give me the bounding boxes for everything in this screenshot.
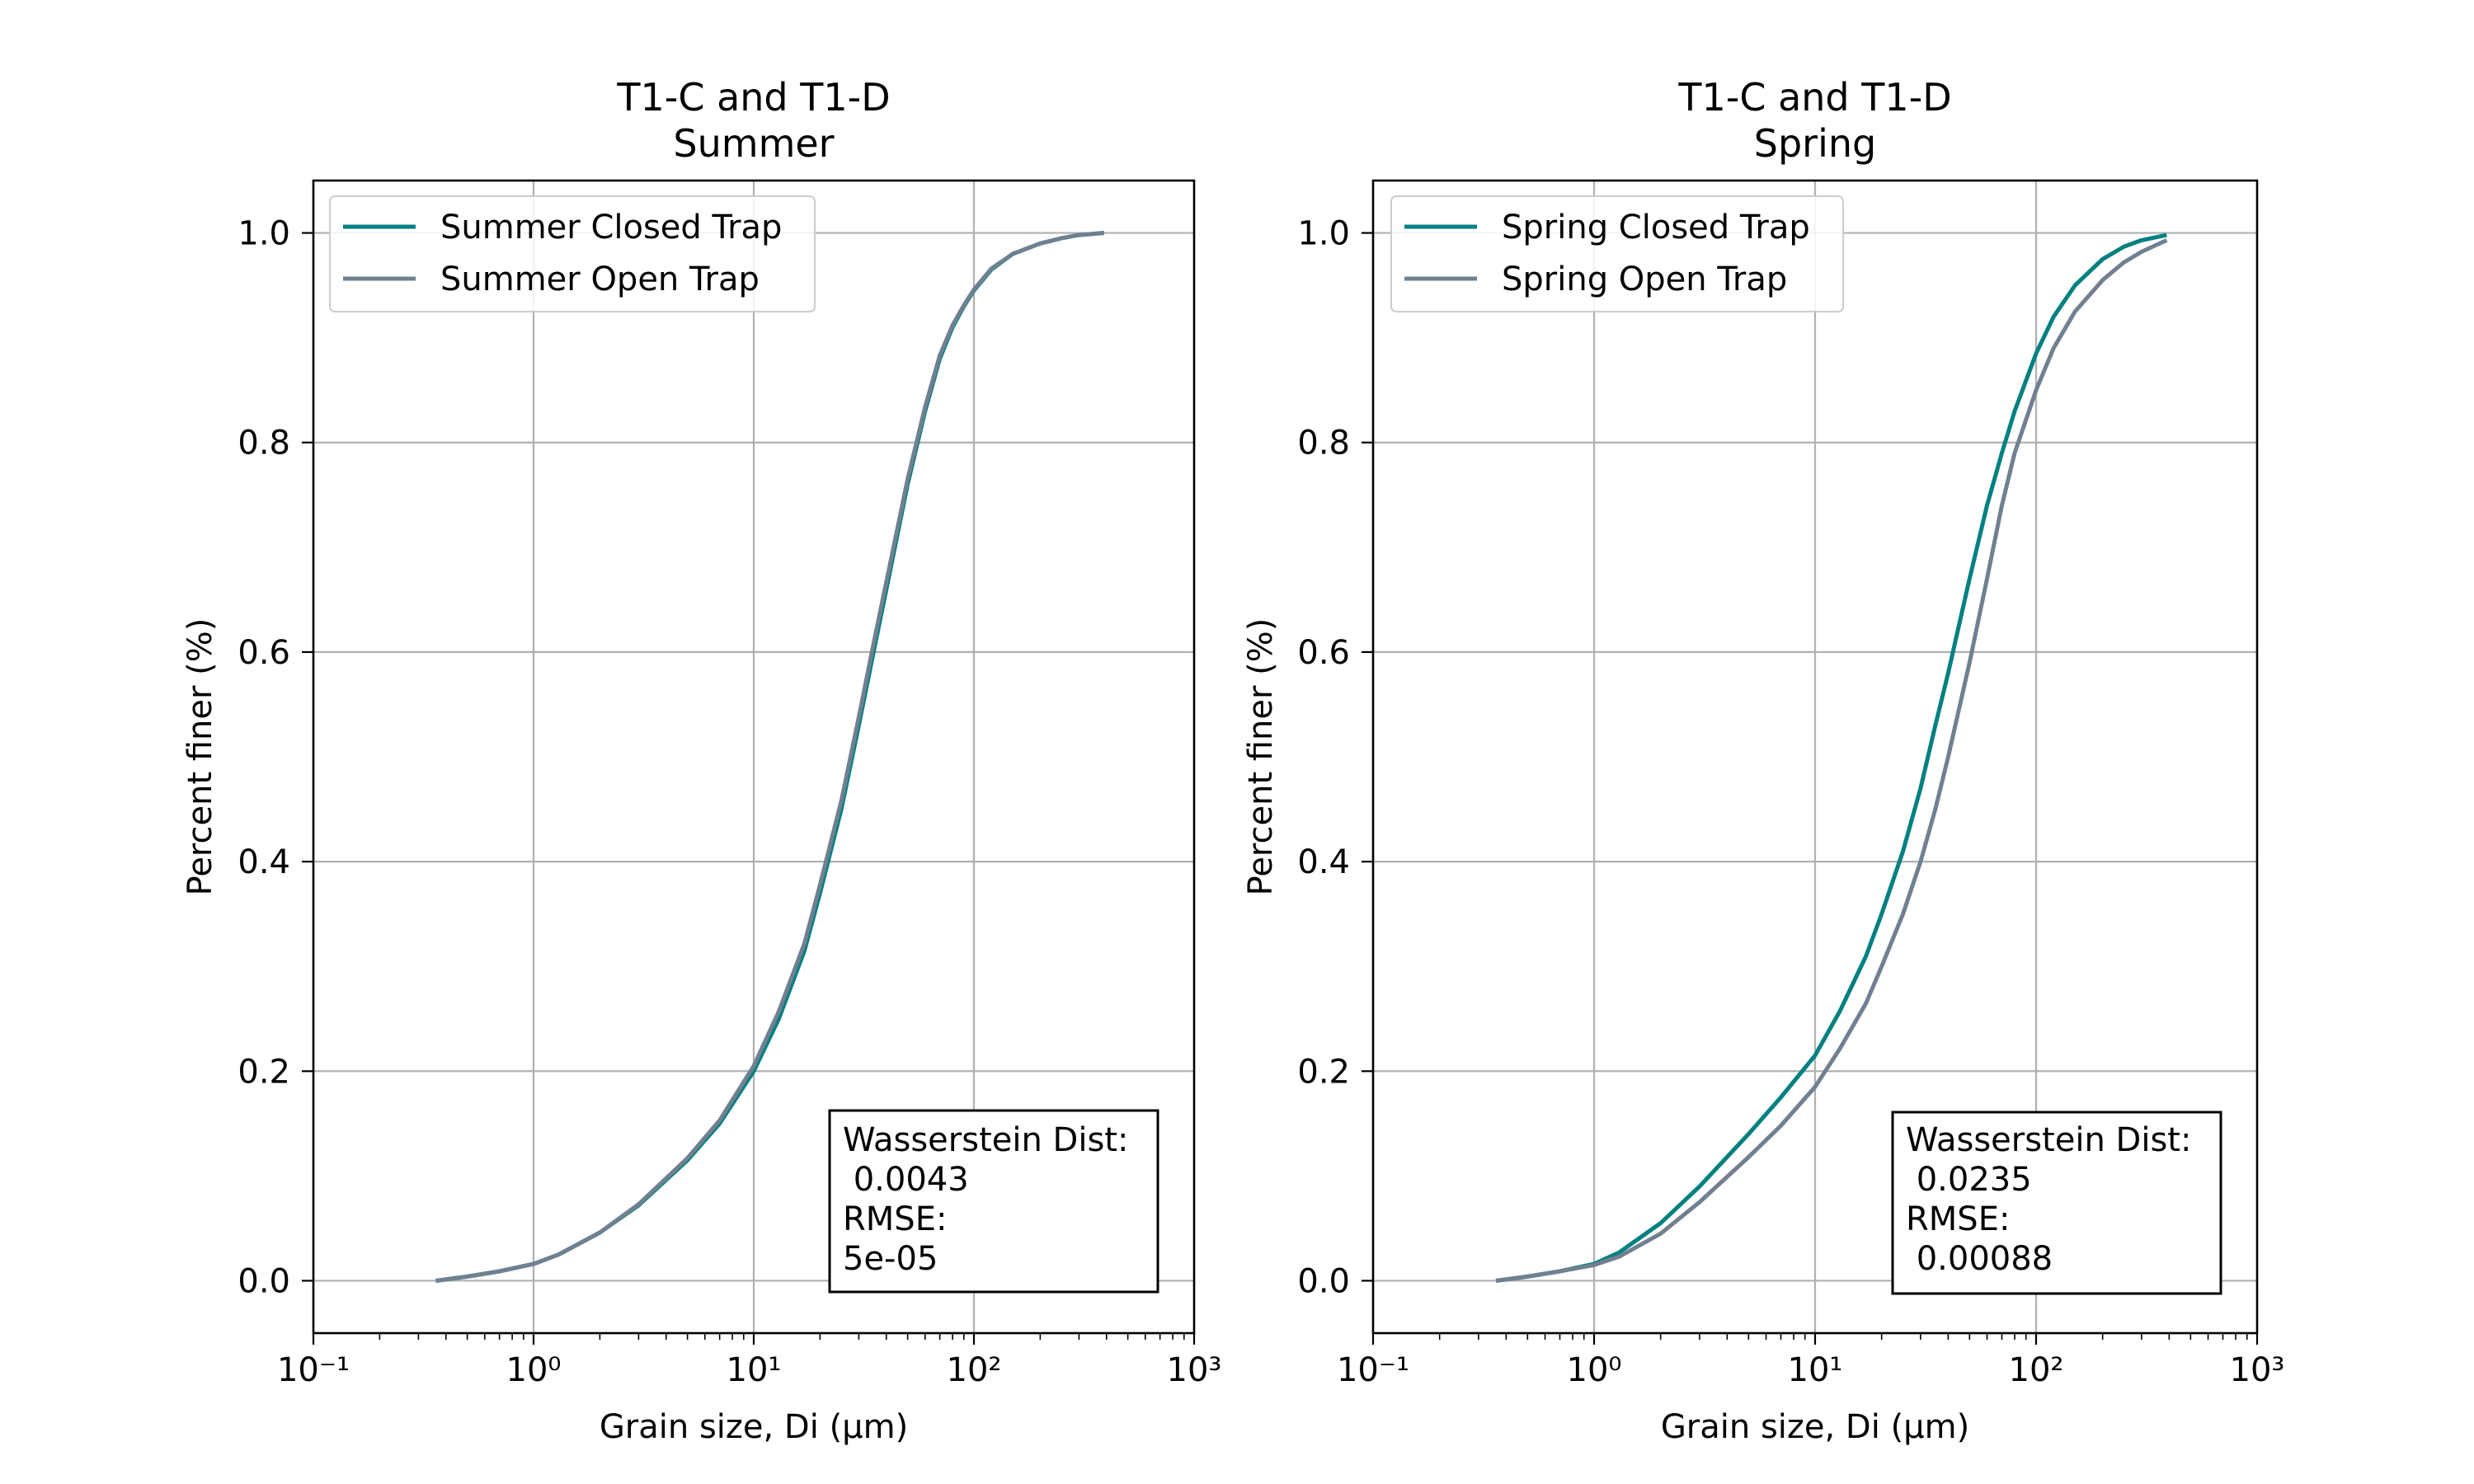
summer-x-tick-label: 10⁻¹ (277, 1351, 350, 1389)
spring-y-tick-label: 0.2 (1297, 1053, 1350, 1091)
summer-y-axis-label: Percent finer (%) (181, 618, 219, 896)
summer-stats-line1: Wasserstein Dist: (843, 1121, 1128, 1159)
summer-x-tick-label: 10¹ (727, 1351, 782, 1389)
summer-y-tick-label: 0.8 (238, 425, 290, 463)
summer-y-tick-label: 0.4 (238, 843, 290, 881)
summer-y-tick-label: 0.6 (238, 634, 290, 672)
spring-x-tick-label: 10⁰ (1567, 1351, 1622, 1389)
summer-stats-box: Wasserstein Dist: 0.0043 RMSE: 5e-05 (828, 1109, 1159, 1294)
spring-title-line1: T1-C and T1-D (1677, 75, 1951, 120)
summer-x-axis-label: Grain size, Di (μm) (600, 1408, 908, 1446)
spring-title-line2: Spring (1754, 121, 1876, 166)
spring-y-tick-label: 0.0 (1297, 1262, 1350, 1300)
spring-y-axis-label: Percent finer (%) (1242, 618, 1280, 896)
summer-title-line2: Summer (673, 121, 834, 166)
spring-series-line-closed-trap (1495, 232, 2167, 1283)
spring-y-tick-label: 0.6 (1297, 634, 1350, 672)
spring-stats-line4: 0.00088 (1906, 1240, 2053, 1278)
spring-stats-box: Wasserstein Dist: 0.0235 RMSE: 0.00088 (1891, 1111, 2222, 1295)
summer-stats-line4: 5e-05 (843, 1240, 938, 1278)
summer-legend-open-trap: Summer Open Trap (440, 261, 760, 298)
summer-x-tick-label: 10⁰ (506, 1351, 562, 1389)
spring-x-tick-label: 10¹ (1788, 1351, 1843, 1389)
spring-legend: Spring Closed Trap Spring Open Trap (1390, 195, 1844, 312)
spring-series-line-open-trap (1495, 238, 2168, 1283)
spring-x-tick-label: 10² (2009, 1351, 2064, 1389)
spring-stats-line3: RMSE: (1906, 1200, 2010, 1238)
spring-stats-line1: Wasserstein Dist: (1906, 1121, 2191, 1159)
spring-y-tick-label: 0.8 (1297, 425, 1350, 463)
summer-legend: Summer Closed Trap Summer Open Trap (329, 195, 816, 312)
summer-legend-closed-trap: Summer Closed Trap (440, 209, 782, 247)
summer-series-line-open-trap (435, 231, 1105, 1283)
summer-chart: 10⁻¹ 10⁰ 10¹ 10² 10³ 0.0 0.2 0.4 0.6 0.8 1.0 T1-C … (181, 75, 1221, 1446)
summer-stats-line2: 0.0043 (843, 1161, 969, 1199)
summer-title-line1: T1-C and T1-D (616, 75, 890, 120)
spring-chart: 10⁻¹ 10⁰ 10¹ 10² 10³ 0.0 0.2 0.4 0.6 0.8 1.0 T1-C … (1242, 75, 2284, 1446)
spring-legend-closed-trap: Spring Closed Trap (1502, 209, 1810, 247)
summer-y-tick-label: 0.0 (238, 1262, 290, 1300)
spring-stats-line2: 0.0235 (1906, 1161, 2032, 1199)
spring-y-tick-label: 1.0 (1297, 215, 1350, 253)
summer-y-tick-label: 1.0 (238, 215, 290, 253)
spring-x-tick-label: 10³ (2230, 1351, 2285, 1389)
summer-y-tick-label: 0.2 (238, 1053, 290, 1091)
spring-legend-open-trap: Spring Open Trap (1502, 261, 1787, 298)
summer-x-tick-label: 10³ (1167, 1351, 1222, 1389)
summer-x-tick-label: 10² (947, 1351, 1002, 1389)
summer-stats-line3: RMSE: (843, 1200, 947, 1238)
spring-x-axis-label: Grain size, Di (μm) (1661, 1408, 1969, 1446)
spring-y-tick-label: 0.4 (1297, 843, 1350, 881)
spring-x-tick-label: 10⁻¹ (1337, 1351, 1409, 1389)
